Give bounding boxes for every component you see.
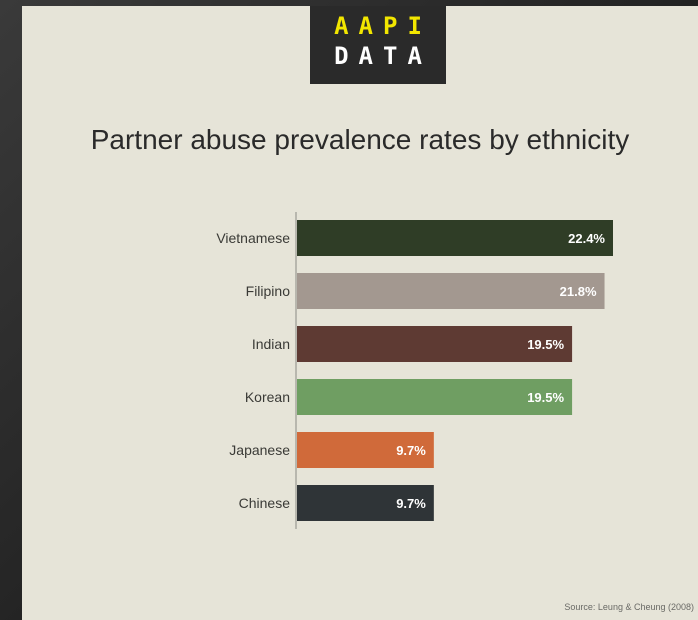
- bar-filipino: [297, 273, 605, 309]
- category-label: Vietnamese: [216, 230, 290, 246]
- category-label: Japanese: [229, 442, 290, 458]
- bar-chart: Vietnamese 22.4% Filipino 21.8% Indian 19.5% K…: [22, 6, 698, 620]
- value-label: 19.5%: [527, 390, 564, 405]
- category-label: Korean: [245, 389, 290, 405]
- chart-card: AAPI DATA Partner abuse prevalence rates…: [22, 6, 698, 620]
- value-label: 9.7%: [396, 443, 426, 458]
- category-label: Indian: [252, 336, 290, 352]
- value-label: 22.4%: [568, 231, 605, 246]
- value-label: 19.5%: [527, 337, 564, 352]
- bar-vietnamese: [297, 220, 613, 256]
- value-label: 21.8%: [560, 284, 597, 299]
- category-label: Chinese: [239, 495, 291, 511]
- source-note: Source: Leung & Cheung (2008): [564, 602, 694, 612]
- value-label: 9.7%: [396, 496, 426, 511]
- category-label: Filipino: [246, 283, 291, 299]
